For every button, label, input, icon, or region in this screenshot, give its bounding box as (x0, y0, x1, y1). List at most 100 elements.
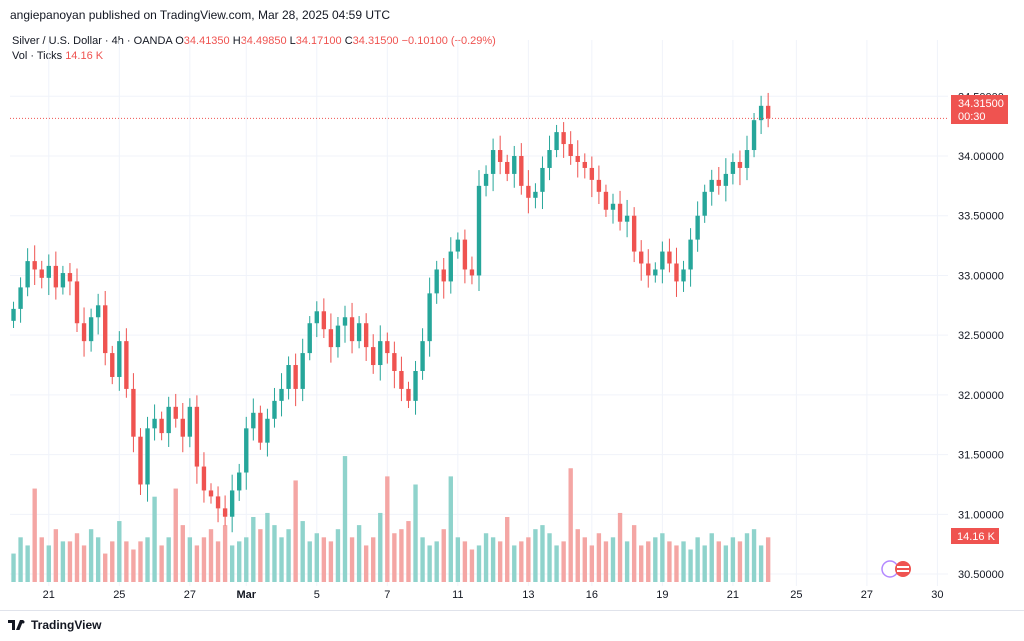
volume-bar (561, 541, 566, 582)
volume-bar (328, 541, 334, 582)
volume-bar (413, 484, 418, 582)
candle-body (194, 406, 200, 467)
candle-body (279, 388, 284, 401)
candle-body (110, 353, 115, 377)
time-tick-label: 13 (522, 589, 534, 601)
candle-body (533, 191, 538, 198)
time-tick-label: 30 (931, 589, 943, 601)
volume-bar (201, 537, 207, 582)
volume-bar (356, 525, 362, 582)
volume-bar (568, 468, 573, 582)
price-badges: 34.31500 00:30 14.16 K (881, 95, 1008, 578)
candle-body (335, 325, 341, 348)
price-tick-label: 31.00000 (958, 509, 1004, 521)
candlestick-chart[interactable]: 34.5000034.0000033.5000033.0000032.50000… (0, 28, 1024, 610)
volume-bar (730, 537, 736, 582)
candle-body (603, 191, 609, 210)
footer-brand[interactable]: TradingView (8, 618, 101, 632)
last-price-badge (951, 95, 1008, 124)
candle-body (53, 265, 59, 288)
candle-body (293, 365, 298, 389)
candle-body (222, 508, 228, 517)
candle-body (716, 179, 721, 186)
candle-body (660, 251, 665, 270)
volume-bar (505, 517, 510, 582)
volume-bar (152, 496, 157, 582)
volume-bar (610, 537, 616, 582)
candle-body (695, 215, 700, 240)
candle-body (512, 156, 517, 174)
volume-bar (307, 541, 312, 582)
price-candles (11, 92, 771, 533)
volume-bar (335, 529, 341, 582)
volume-bar (660, 533, 665, 582)
candle-body (765, 105, 771, 119)
volume-bar (646, 541, 651, 582)
volume-bars (11, 456, 771, 582)
volume-bar (342, 456, 348, 582)
candle-body (709, 179, 714, 192)
candle-body (702, 191, 707, 216)
candle-body (180, 418, 185, 437)
volume-bar (709, 533, 714, 582)
brand-name: TradingView (31, 618, 102, 632)
volume-bar (497, 541, 503, 582)
volume-bar (67, 541, 73, 582)
candle-body (272, 400, 277, 419)
volume-bar (173, 488, 178, 582)
candle-body (723, 173, 729, 186)
candle-body (455, 239, 461, 252)
candle-body (617, 203, 623, 222)
candle-body (131, 388, 136, 437)
price-tick-label: 33.50000 (958, 211, 1004, 223)
footer-divider (0, 610, 1024, 611)
volume-bar (194, 545, 200, 582)
volume-bar (272, 525, 277, 582)
candle-body (646, 263, 651, 276)
time-tick-label: 5 (314, 589, 320, 601)
low-value: 34.17100 (295, 35, 342, 47)
volume-bar (554, 545, 559, 582)
volume-bar (145, 537, 150, 582)
volume-bar (180, 525, 185, 582)
candle-body (653, 269, 658, 276)
volume-bar (547, 533, 552, 582)
flag-icon[interactable] (881, 560, 911, 578)
candle-body (138, 436, 143, 485)
volume-bar (25, 545, 30, 582)
symbol-label[interactable]: Silver / U.S. Dollar · 4h · OANDA (12, 35, 173, 47)
volume-label[interactable]: Vol · Ticks (12, 50, 63, 62)
candle-body (688, 239, 693, 270)
volume-bar (462, 541, 468, 582)
volume-bar (74, 533, 80, 582)
volume-bar (688, 549, 693, 582)
volume-bar (490, 537, 496, 582)
volume-bar (166, 537, 171, 582)
volume-bar (279, 537, 284, 582)
price-axis[interactable]: 34.5000034.0000033.5000033.0000032.50000… (958, 91, 1004, 581)
candle-body (265, 418, 270, 443)
candle-body (399, 371, 404, 389)
time-tick-label: 21 (727, 589, 739, 601)
candle-body (483, 173, 489, 186)
candle-body (124, 341, 129, 389)
volume-bar (251, 517, 256, 582)
volume-bar (385, 476, 390, 582)
candle-body (46, 265, 51, 278)
volume-bar (575, 529, 580, 582)
volume-bar (603, 541, 609, 582)
candle-body (229, 490, 235, 517)
candle-body (462, 239, 468, 270)
time-axis[interactable]: 21 25 27 Mar 5 7 11 13 16 19 21 25 27 30 (43, 589, 944, 601)
candle-body (392, 353, 397, 371)
candle-body (547, 150, 552, 168)
candle-body (251, 412, 256, 429)
chart-grid (10, 40, 948, 586)
volume-bar (758, 545, 764, 582)
candle-body (610, 203, 616, 210)
volume-bar (95, 537, 101, 582)
candle-body (201, 466, 207, 491)
candle-body (117, 341, 122, 377)
volume-bar (420, 537, 425, 582)
volume-bar (208, 529, 214, 582)
